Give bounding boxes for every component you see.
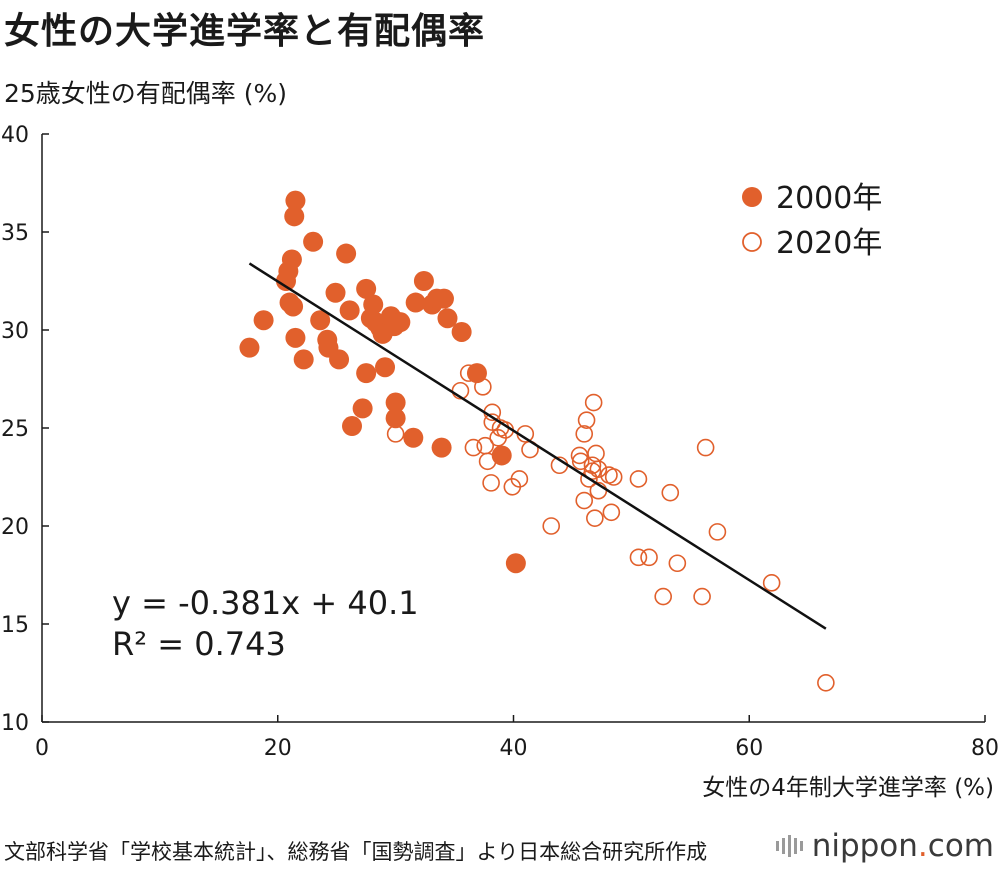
x-tick-label: 60 — [735, 736, 763, 761]
trendline-group — [248, 262, 827, 630]
point-2000 — [285, 327, 306, 348]
x-axis-label: 女性の4年制大学進学率 (%) — [702, 775, 994, 801]
point-2000 — [284, 206, 305, 227]
point-2020 — [762, 574, 781, 592]
point-2000 — [405, 292, 426, 313]
series-2000-points — [239, 190, 526, 574]
point-2020 — [386, 425, 405, 443]
point-2020 — [587, 444, 605, 463]
x-tick-label: 80 — [971, 736, 999, 761]
point-2020 — [817, 673, 835, 692]
point-2020 — [464, 438, 483, 457]
point-2000 — [342, 416, 363, 437]
point-2020 — [584, 393, 603, 412]
point-2000 — [285, 190, 306, 211]
point-2020 — [668, 554, 687, 573]
point-2000 — [310, 310, 331, 331]
point-2020 — [575, 425, 594, 443]
point-2000 — [385, 392, 406, 413]
point-2020 — [640, 548, 658, 567]
point-2000 — [303, 231, 324, 252]
point-2020 — [586, 509, 604, 527]
y-tick-label: 10 — [1, 711, 29, 736]
point-2020 — [708, 523, 727, 541]
point-2020 — [542, 517, 561, 535]
regression-equation: y = -0.381x + 40.1 — [112, 584, 419, 622]
logo-bars-icon — [775, 835, 803, 857]
axes — [41, 133, 986, 723]
logo-text: nippon — [811, 828, 918, 864]
point-2000 — [375, 357, 396, 378]
point-2000 — [431, 437, 452, 458]
point-2020 — [577, 411, 596, 429]
point-2000 — [403, 427, 424, 448]
point-2020 — [661, 483, 680, 502]
legend-marker-2020 — [742, 232, 762, 252]
y-tick-label: 35 — [1, 221, 29, 246]
point-2000 — [413, 271, 434, 291]
chart-title: 女性の大学進学率と有配偶率 — [4, 11, 486, 52]
logo-dot: . — [917, 828, 928, 864]
legend-label-2000: 2000年 — [776, 181, 882, 216]
point-2000 — [390, 312, 411, 333]
point-2000 — [356, 363, 377, 384]
point-2000 — [352, 398, 373, 419]
point-2000 — [385, 408, 406, 429]
point-2000 — [363, 294, 384, 315]
y-axis-label: 25歳女性の有配偶率 (%) — [4, 79, 288, 108]
tick-labels: 10 15 20 25 30 35 40 0 20 40 60 80 — [1, 123, 999, 761]
point-2020 — [575, 491, 594, 510]
point-2020 — [696, 438, 715, 457]
point-2000 — [325, 282, 346, 303]
point-2020 — [583, 456, 602, 475]
series-2020-points — [386, 364, 835, 692]
point-2000 — [451, 321, 472, 342]
point-2000 — [329, 349, 350, 370]
x-tick-label: 40 — [500, 736, 528, 761]
x-tick-label: 20 — [264, 736, 292, 761]
point-2000 — [491, 445, 512, 466]
point-2020 — [589, 460, 608, 478]
point-2020 — [510, 470, 529, 488]
point-2020 — [571, 452, 590, 471]
point-2020 — [654, 587, 673, 606]
point-2020 — [693, 587, 711, 606]
logo-suffix: com — [927, 828, 994, 864]
legend-label-2020: 2020年 — [776, 226, 882, 261]
point-2020 — [580, 470, 598, 488]
x-tick-label: 0 — [35, 736, 49, 761]
point-2020 — [482, 474, 500, 492]
nippon-logo: nippon. com — [775, 828, 994, 864]
point-2000 — [283, 296, 304, 317]
point-2000 — [505, 553, 526, 574]
point-2000 — [339, 300, 360, 321]
point-2020 — [629, 548, 648, 567]
point-2020 — [602, 503, 621, 522]
point-2000 — [293, 349, 314, 370]
point-2020 — [629, 470, 648, 488]
y-tick-label: 25 — [1, 417, 29, 442]
point-2000 — [281, 249, 302, 270]
regression-line — [248, 262, 827, 630]
point-2000 — [466, 363, 487, 384]
y-tick-label: 20 — [1, 515, 29, 540]
y-tick-label: 15 — [1, 613, 29, 638]
point-2000 — [239, 337, 260, 358]
point-2000 — [253, 310, 274, 331]
point-2020 — [604, 468, 623, 486]
point-2000 — [437, 308, 458, 329]
point-2000 — [356, 278, 377, 299]
source-note: 文部科学省「学校基本統計」、総務省「国勢調査」より日本総合研究所作成 — [4, 840, 708, 864]
point-2000 — [336, 243, 357, 264]
legend-marker-2000 — [742, 187, 762, 207]
y-tick-label: 40 — [1, 123, 29, 148]
y-tick-label: 30 — [1, 319, 29, 344]
r-squared-label: R² = 0.743 — [112, 625, 286, 663]
point-2000 — [433, 288, 454, 309]
legend: 2000年 2020年 — [742, 181, 882, 261]
